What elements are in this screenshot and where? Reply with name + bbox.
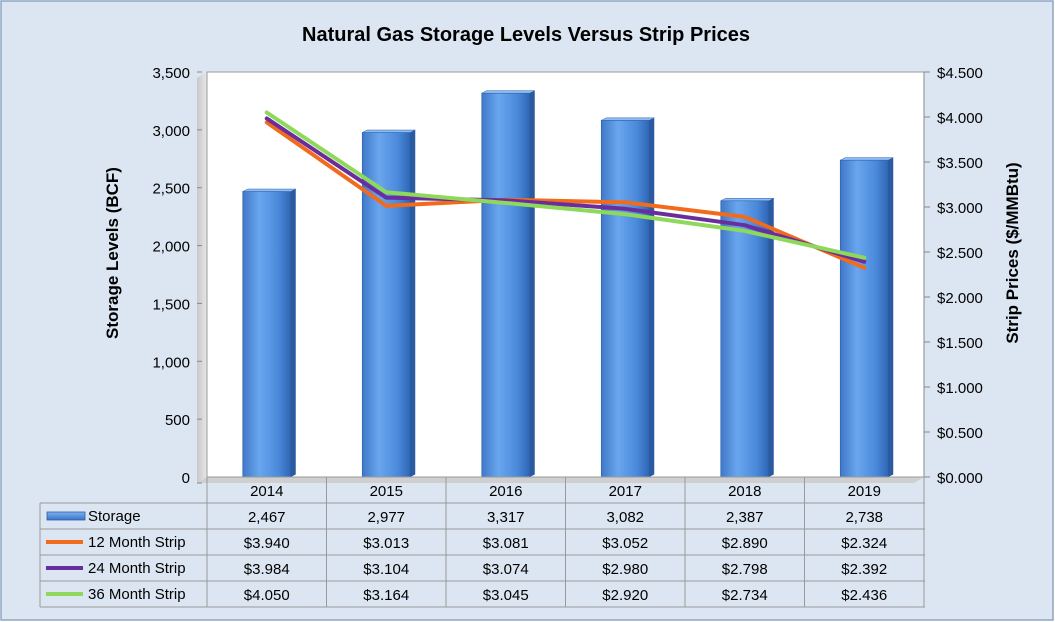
storage-bar-cap <box>242 188 296 192</box>
table-cell-value: $2.392 <box>841 561 887 578</box>
storage-bar <box>242 191 292 478</box>
y-left-tick-label: 1,500 <box>152 296 190 313</box>
y-left-tick-label: 1,000 <box>152 354 190 371</box>
table-cell-value: $3.045 <box>483 587 529 604</box>
table-cell-value: $3.074 <box>483 561 529 578</box>
strip-line-24-month-strip <box>264 116 867 264</box>
table-cell-value: $2.890 <box>722 535 768 552</box>
storage-bar-cap <box>481 90 535 94</box>
y-left-axis-ticks: 0 500 1,000 1,500 2,000 2,500 3,000 3,500 <box>152 65 202 487</box>
storage-bar <box>481 92 531 478</box>
plot-side-wall <box>197 72 207 483</box>
x-category-label: 2018 <box>728 483 761 500</box>
y-left-tick-label: 2,000 <box>152 239 190 256</box>
table-cell-value: $2.436 <box>841 587 887 604</box>
y-right-axis-ticks: $0.000 $0.500 $1.000 $1.500 $2.000 $2.500 $3.0… <box>923 65 983 487</box>
legend-swatch-storage <box>46 511 86 521</box>
table-cell-value: $2.734 <box>722 587 768 604</box>
table-cell-value: $2.980 <box>602 561 648 578</box>
y-left-tick-label: 3,000 <box>152 123 190 140</box>
storage-bar-cap <box>601 117 655 121</box>
chart-title: Natural Gas Storage Levels Versus Strip … <box>302 24 750 46</box>
legend-entry: 12 Month Strip <box>88 534 186 551</box>
table-cell-value: 2,738 <box>845 509 883 526</box>
y-left-tick-label: 2,500 <box>152 181 190 198</box>
y-right-tick-label: $3.500 <box>937 155 983 172</box>
storage-bar-side <box>649 117 655 478</box>
legend-entry: 24 Month Strip <box>88 560 186 577</box>
strip-line-12-month-strip <box>264 120 867 270</box>
legend-entry: 36 Month Strip <box>88 586 186 603</box>
table-cell-value: $4.050 <box>244 587 290 604</box>
table-cell-value: $2.920 <box>602 587 648 604</box>
strip-line-36-month-strip <box>264 110 867 260</box>
table-cell-value: $2.324 <box>841 535 887 552</box>
x-category-label: 2017 <box>609 483 642 500</box>
table-cell-value: $3.940 <box>244 535 290 552</box>
table-cell-value: $3.013 <box>363 535 409 552</box>
plot-area <box>206 71 925 478</box>
storage-bar <box>720 200 770 478</box>
x-category-label: 2014 <box>250 483 283 500</box>
x-category-label: 2015 <box>370 483 403 500</box>
y-left-tick-label: 500 <box>165 412 190 429</box>
table-cell-value: $2.798 <box>722 561 768 578</box>
storage-bar-side <box>529 90 535 477</box>
table-cell-value: $3.164 <box>363 587 409 604</box>
storage-bar <box>839 159 889 478</box>
legend-entry: Storage <box>88 508 141 525</box>
table-cell-value: $3.984 <box>244 561 290 578</box>
storage-bar <box>600 120 650 478</box>
storage-bar-cap <box>362 129 416 133</box>
storage-bar-side <box>888 157 894 477</box>
storage-bar-side <box>290 189 296 478</box>
y-right-tick-label: $4.000 <box>937 110 983 127</box>
y-right-tick-label: $1.000 <box>937 380 983 397</box>
table-cell-value: $3.104 <box>363 561 409 578</box>
table-cell-value: $3.081 <box>483 535 529 552</box>
table-cell-value: 2,977 <box>367 509 405 526</box>
x-category-label: 2019 <box>848 483 881 500</box>
x-category-label: 2016 <box>489 483 522 500</box>
table-cell-value: 2,387 <box>726 509 764 526</box>
table-cell-value: $3.052 <box>602 535 648 552</box>
y-right-tick-label: $1.500 <box>937 335 983 352</box>
strip-price-lines <box>264 110 867 270</box>
y-right-tick-label: $3.000 <box>937 200 983 217</box>
storage-bars <box>242 90 894 478</box>
y-left-tick-label: 3,500 <box>152 65 190 82</box>
y-right-tick-label: $0.500 <box>937 425 983 442</box>
y-right-tick-label: $2.500 <box>937 245 983 262</box>
table-cell-value: 2,467 <box>248 509 286 526</box>
y-right-tick-label: $2.000 <box>937 290 983 307</box>
y-right-axis-title: Strip Prices ($/MMBtu) <box>1003 162 1022 343</box>
y-left-tick-label: 0 <box>182 470 190 487</box>
data-table: 2014 2015 2016 2017 2018 2019 Storage 2,467 2,97… <box>39 476 925 608</box>
y-right-tick-label: $4.500 <box>937 65 983 82</box>
plot-floor <box>197 477 924 483</box>
table-cell-value: 3,082 <box>606 509 644 526</box>
y-left-axis-title: Storage Levels (BCF) <box>103 167 122 339</box>
table-cell-value: 3,317 <box>487 509 525 526</box>
y-right-tick-label: $0.000 <box>937 470 983 487</box>
storage-bar-cap <box>840 157 894 161</box>
storage-bar-cap <box>720 198 774 202</box>
storage-bar-side <box>768 198 774 478</box>
storage-bar-side <box>410 130 416 478</box>
